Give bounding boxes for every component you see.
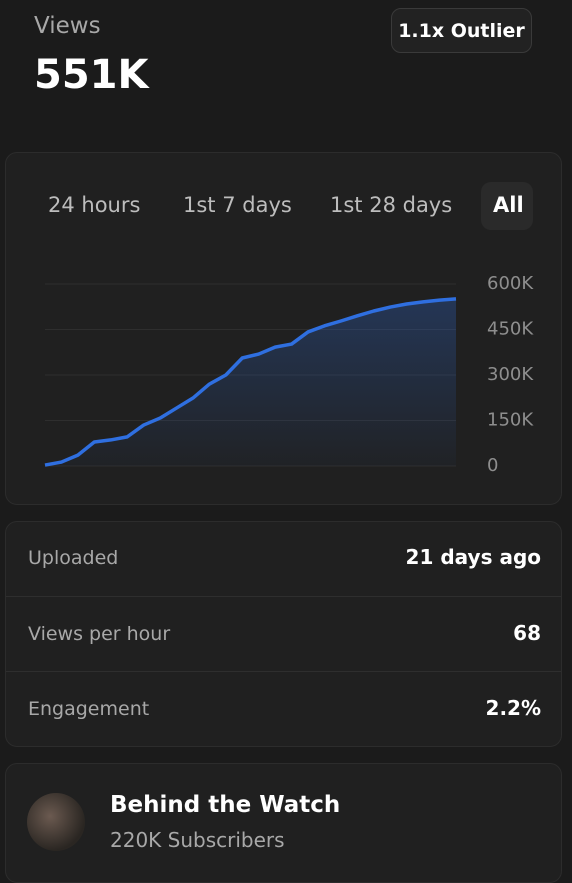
channel-name[interactable]: Behind the Watch	[110, 792, 341, 818]
stat-row: Engagement 2.2%	[6, 671, 561, 746]
y-tick-label: 600K	[487, 273, 534, 294]
outlier-badge[interactable]: 1.1x Outlier	[391, 8, 532, 53]
stat-label: Engagement	[28, 698, 150, 720]
tab[interactable]: All	[493, 193, 524, 217]
channel-avatar[interactable]	[27, 793, 85, 851]
y-tick-label: 0	[487, 455, 498, 476]
stat-value: 21 days ago	[405, 545, 541, 569]
stat-value: 68	[513, 621, 541, 645]
active-tab-bg	[481, 182, 533, 230]
stat-label: Uploaded	[28, 547, 119, 569]
stat-label: Views per hour	[28, 623, 171, 645]
views-value: 551K	[34, 52, 149, 98]
tab[interactable]: 1st 28 days	[330, 193, 453, 217]
channel-subscribers: 220K Subscribers	[110, 828, 285, 852]
chart: 0 150K 300K 450K 600K	[44, 273, 534, 476]
y-tick-label: 300K	[487, 364, 534, 385]
stat-row: Views per hour 68	[6, 596, 561, 672]
y-tick-label: 150K	[487, 410, 534, 431]
channel-card[interactable]	[5, 763, 562, 883]
line	[44, 297, 457, 467]
tab[interactable]: 24 hours	[48, 193, 141, 217]
views-label: Views	[34, 13, 101, 39]
stats-card: Uploaded 21 days ago Views per hour 68 Eng…	[5, 521, 562, 747]
stat-value: 2.2%	[485, 696, 541, 720]
y-tick-label: 450K	[487, 319, 534, 340]
tab[interactable]: 1st 7 days	[183, 193, 292, 217]
stat-row: Uploaded 21 days ago	[6, 522, 561, 596]
